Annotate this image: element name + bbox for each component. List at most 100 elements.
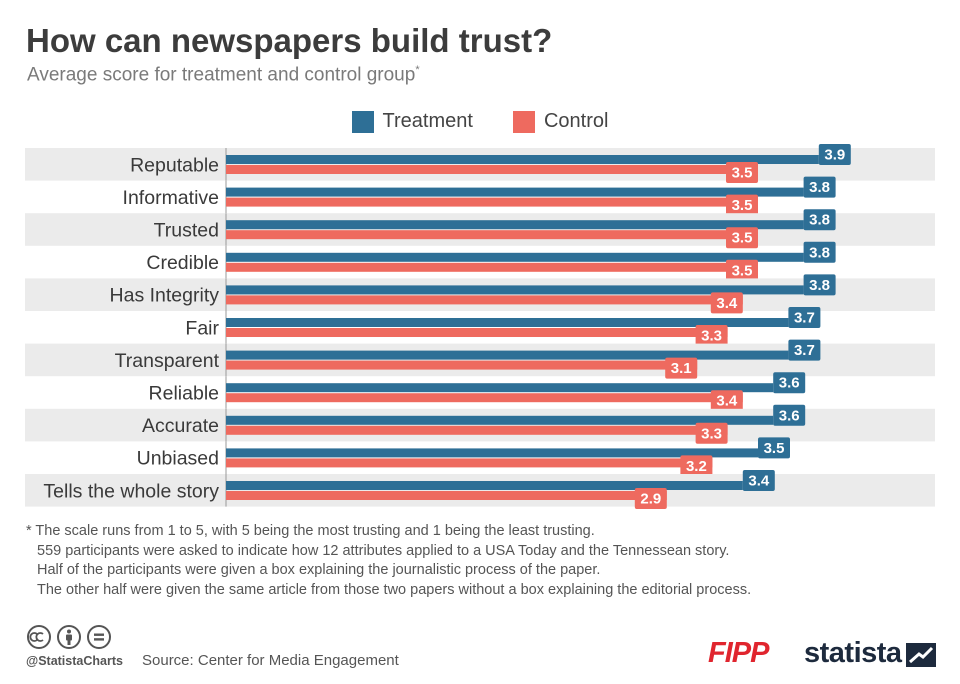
row-band <box>25 213 935 246</box>
data-label: 3.4 <box>748 473 770 490</box>
data-label: 3.4 <box>716 295 738 312</box>
data-label-box <box>773 372 806 394</box>
data-label-box <box>634 488 667 509</box>
row-band <box>25 148 935 181</box>
legend-label-treatment: Treatment <box>382 110 473 132</box>
data-label-box <box>710 390 743 412</box>
bar-treatment <box>226 383 774 393</box>
bar-control <box>226 230 758 240</box>
chart-rows: Reputable 3.9 3.5 Informative 3.8 3.5 Trusted 3… <box>25 144 935 509</box>
data-label-box <box>803 274 836 296</box>
data-label: 2.9 <box>640 491 661 508</box>
data-label-box <box>710 292 743 314</box>
data-label: 3.2 <box>686 458 707 475</box>
bar-control <box>226 425 728 435</box>
data-label-box <box>726 162 758 183</box>
footnote: * The scale runs from 1 to 5, with 5 bei… <box>26 522 751 600</box>
bar-control <box>226 360 698 370</box>
fipp-logo[interactable]: FIPP <box>708 637 769 669</box>
category-label: Reliable <box>149 383 219 405</box>
data-label-box <box>726 259 758 281</box>
footnote-line: The other half were given the same artic… <box>37 581 752 598</box>
legend-label-control: Control <box>543 110 609 132</box>
legend-swatch-control <box>512 110 535 133</box>
data-label: 3.8 <box>809 212 830 229</box>
category-label: Fair <box>185 317 219 339</box>
bar-control <box>226 165 758 174</box>
bar-control <box>226 491 667 500</box>
data-label-box <box>695 325 728 346</box>
category-label: Transparent <box>115 350 220 372</box>
bar-chart: Reputable 3.9 3.5 Informative 3.8 3.5 Trusted 3… <box>25 144 935 509</box>
statista-handle: @StatistaCharts <box>26 654 123 668</box>
bar-control <box>226 328 728 337</box>
bar-treatment <box>226 285 804 295</box>
license-icons[interactable] <box>26 624 112 650</box>
bar-treatment <box>226 415 774 425</box>
row-band <box>25 278 935 311</box>
data-label-box <box>803 209 836 231</box>
data-label: 3.5 <box>732 230 753 247</box>
category-label: Tells the whole story <box>43 480 219 502</box>
category-label: Reputable <box>130 154 219 176</box>
data-label: 3.8 <box>809 179 830 196</box>
legend: Treatment Control <box>0 110 960 133</box>
data-label: 3.3 <box>701 425 722 442</box>
category-label: Informative <box>123 187 219 209</box>
data-label-box <box>665 357 698 379</box>
no-derivatives-icon <box>87 625 111 649</box>
statista-logo-icon[interactable] <box>906 643 936 667</box>
creative-commons-icon <box>27 625 51 649</box>
row-band <box>25 474 935 507</box>
chart-subtitle: Average score for treatment and control … <box>27 64 420 86</box>
bar-treatment <box>226 318 789 327</box>
footnote-line: Half of the participants were given a bo… <box>37 562 601 578</box>
data-label: 3.6 <box>779 375 800 392</box>
category-label: Trusted <box>154 220 219 242</box>
data-label-box <box>726 194 758 216</box>
data-label-box <box>742 470 775 491</box>
data-label: 3.5 <box>732 262 753 279</box>
data-label: 3.4 <box>716 393 738 410</box>
chart-title: How can newspapers build trust? <box>26 22 553 59</box>
attribution-icon <box>57 625 81 649</box>
row-band <box>25 343 935 377</box>
data-label: 3.8 <box>809 277 830 294</box>
statista-logo[interactable]: statista <box>804 637 902 669</box>
footer: @StatistaCharts Source: Center for Media… <box>26 624 936 674</box>
bar-treatment <box>226 155 819 164</box>
bar-treatment <box>226 448 758 458</box>
footnote-line: 559 participants were asked to indicate … <box>37 542 730 559</box>
footnote-line: * The scale runs from 1 to 5, with 5 bei… <box>26 523 595 539</box>
data-label: 3.5 <box>732 165 753 182</box>
category-label: Has Integrity <box>110 285 220 307</box>
data-label: 3.8 <box>809 244 830 261</box>
subtitle-footnote-marker: * <box>415 64 420 76</box>
category-label: Accurate <box>142 415 219 437</box>
data-label-box <box>788 307 821 328</box>
category-label: Credible <box>146 252 219 274</box>
data-label: 3.9 <box>824 147 845 164</box>
legend-item-treatment: Treatment <box>351 110 473 133</box>
data-label-box <box>758 437 790 459</box>
data-label-box <box>695 422 728 444</box>
data-label: 3.7 <box>794 342 815 359</box>
data-label: 3.6 <box>779 407 800 424</box>
bar-treatment <box>226 481 743 490</box>
data-label: 3.5 <box>764 440 785 457</box>
data-label: 3.1 <box>671 360 692 377</box>
data-label-box <box>680 455 713 477</box>
data-label-box <box>818 144 851 165</box>
source-text: Source: Center for Media Engagement <box>142 652 399 669</box>
data-label-box <box>788 339 821 361</box>
subtitle-text: Average score for treatment and control … <box>27 64 416 86</box>
bar-treatment <box>226 252 804 262</box>
data-label-box <box>803 176 836 198</box>
bar-control <box>226 458 713 468</box>
data-label-box <box>803 241 836 263</box>
bar-treatment <box>226 220 804 230</box>
bar-control <box>226 262 758 272</box>
category-label: Unbiased <box>137 448 219 470</box>
bar-treatment <box>226 187 804 197</box>
bar-control <box>226 197 758 207</box>
